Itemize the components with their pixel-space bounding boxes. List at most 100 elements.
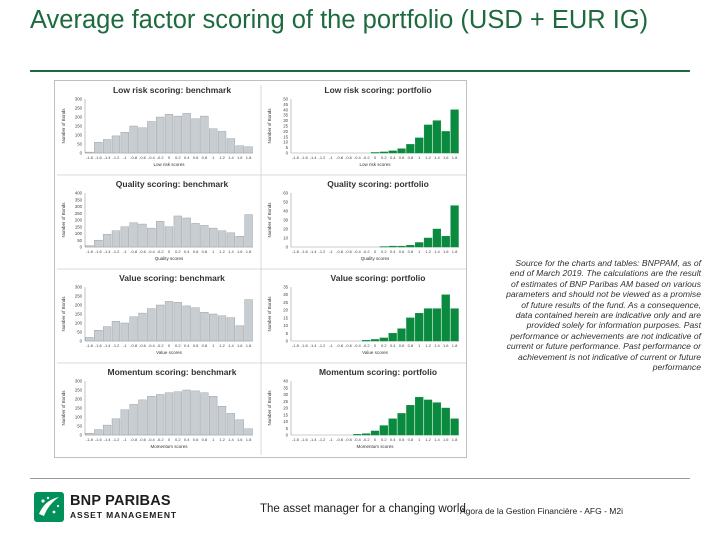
momentum-scoring-portfolio-xtick-label: -1.8 bbox=[292, 437, 300, 442]
momentum-scoring-portfolio-bar bbox=[415, 397, 424, 436]
momentum-scoring-benchmark-xtick-label: -1.6 bbox=[95, 437, 103, 442]
low-risk-scoring-portfolio-bar bbox=[406, 144, 415, 154]
low-risk-scoring-portfolio-xtick-label: 1.2 bbox=[425, 155, 431, 160]
low-risk-scoring-portfolio-bar bbox=[370, 152, 380, 154]
momentum-scoring-benchmark-xtick-label: 0 bbox=[168, 437, 171, 442]
value-scoring-benchmark-bar bbox=[147, 308, 156, 342]
low-risk-scoring-portfolio-xtick-label: 1 bbox=[418, 155, 421, 160]
low-risk-scoring-portfolio-xlabel: Low risk scores bbox=[359, 162, 391, 167]
low-risk-scoring-portfolio-ylabel: Number of Bonds bbox=[267, 108, 272, 144]
quality-scoring-benchmark-xlabel: Quality scores bbox=[155, 256, 184, 261]
quality-scoring-benchmark-bar bbox=[235, 235, 244, 248]
low-risk-scoring-portfolio-xtick-label: 1.6 bbox=[443, 155, 449, 160]
value-scoring-benchmark-bar bbox=[138, 312, 147, 342]
low-risk-scoring-portfolio-bar bbox=[415, 137, 424, 154]
quality-scoring-benchmark-ylabel: Number of Bonds bbox=[61, 202, 66, 238]
quality-scoring-portfolio-xlabel: Quality scores bbox=[361, 256, 390, 261]
momentum-scoring-benchmark-xtick-label: -0.4 bbox=[148, 437, 156, 442]
momentum-scoring-portfolio-bar bbox=[397, 413, 406, 436]
low-risk-scoring-benchmark-title: Low risk scoring: benchmark bbox=[113, 85, 231, 95]
low-risk-scoring-portfolio-ytick-label: 0 bbox=[286, 151, 289, 156]
momentum-scoring-portfolio-bar bbox=[388, 418, 397, 436]
low-risk-scoring-benchmark-bar bbox=[244, 146, 253, 154]
momentum-scoring-portfolio-ytick-label: 30 bbox=[283, 392, 288, 397]
low-risk-scoring-benchmark-bar bbox=[138, 127, 147, 154]
value-scoring-portfolio-ytick-label: 30 bbox=[283, 292, 288, 297]
value-scoring-portfolio-bar bbox=[370, 339, 380, 342]
momentum-scoring-portfolio-xtick-label: 0.2 bbox=[381, 437, 387, 442]
quality-scoring-benchmark-ytick-label: 200 bbox=[75, 218, 83, 223]
value-scoring-benchmark-ytick-label: 250 bbox=[75, 294, 83, 299]
quality-scoring-portfolio-bar bbox=[432, 228, 442, 248]
value-scoring-benchmark-ylabel: Number of Bonds bbox=[61, 296, 66, 332]
value-scoring-benchmark-bar bbox=[120, 322, 129, 342]
value-scoring-portfolio-ytick-label: 0 bbox=[286, 339, 289, 344]
low-risk-scoring-portfolio-xtick-label: -0.6 bbox=[345, 155, 353, 160]
value-scoring-portfolio-xtick-label: 0.8 bbox=[408, 343, 414, 348]
momentum-scoring-portfolio-xtick-label: 0.8 bbox=[408, 437, 414, 442]
quality-scoring-benchmark-xtick-label: 0.8 bbox=[202, 249, 208, 254]
low-risk-scoring-benchmark-ytick-label: 0 bbox=[80, 151, 83, 156]
value-scoring-benchmark-xtick-label: 1 bbox=[212, 343, 215, 348]
quality-scoring-portfolio-xtick-label: 1.8 bbox=[452, 249, 458, 254]
momentum-scoring-benchmark-bar bbox=[120, 409, 129, 436]
value-scoring-portfolio-xtick-label: -1.8 bbox=[292, 343, 300, 348]
value-scoring-portfolio-ylabel: Number of Bonds bbox=[267, 296, 272, 332]
value-scoring-portfolio-bar bbox=[406, 317, 415, 342]
momentum-scoring-portfolio-xtick-label: 0.4 bbox=[390, 437, 396, 442]
low-risk-scoring-benchmark-ytick-label: 100 bbox=[75, 133, 83, 138]
quality-scoring-portfolio-xtick-label: 0.6 bbox=[399, 249, 405, 254]
quality-scoring-benchmark-ytick-label: 0 bbox=[80, 245, 83, 250]
momentum-scoring-portfolio-xtick-label: -1 bbox=[329, 437, 333, 442]
value-scoring-benchmark-bar bbox=[164, 301, 174, 342]
value-scoring-benchmark-ytick-label: 300 bbox=[75, 285, 83, 290]
value-scoring-benchmark-xtick-label: -0.2 bbox=[157, 343, 165, 348]
value-scoring-portfolio-xtick-label: -1.4 bbox=[310, 343, 318, 348]
momentum-scoring-benchmark-ytick-label: 100 bbox=[75, 415, 83, 420]
quality-scoring-portfolio-ytick-label: 40 bbox=[283, 209, 288, 214]
footer-reference: Agora de la Gestion Financière - AFG - M… bbox=[460, 506, 623, 516]
value-scoring-portfolio-xlabel: Value scores bbox=[362, 350, 388, 355]
low-risk-scoring-portfolio-ytick-label: 10 bbox=[283, 140, 288, 145]
low-risk-scoring-benchmark-bar bbox=[217, 131, 227, 154]
low-risk-scoring-portfolio-title: Low risk scoring: portfolio bbox=[324, 85, 431, 95]
value-scoring-portfolio-xtick-label: 1.4 bbox=[434, 343, 440, 348]
momentum-scoring-portfolio-ytick-label: 35 bbox=[283, 385, 288, 390]
quality-scoring-portfolio-ytick-label: 60 bbox=[283, 191, 288, 196]
quality-scoring-portfolio-bar bbox=[423, 237, 433, 248]
value-scoring-benchmark-xtick-label: 0.6 bbox=[193, 343, 199, 348]
low-risk-scoring-benchmark-xtick-label: 1.6 bbox=[237, 155, 243, 160]
quality-scoring-benchmark-title: Quality scoring: benchmark bbox=[116, 179, 229, 189]
value-scoring-portfolio-xtick-label: -0.4 bbox=[354, 343, 362, 348]
value-scoring-portfolio-xtick-label: 1.6 bbox=[443, 343, 449, 348]
low-risk-scoring-portfolio-xtick-label: -0.4 bbox=[354, 155, 362, 160]
low-risk-scoring-benchmark-xtick-label: 0.4 bbox=[184, 155, 190, 160]
low-risk-scoring-benchmark-xtick-label: 1 bbox=[212, 155, 215, 160]
value-scoring-benchmark-xtick-label: -0.8 bbox=[130, 343, 138, 348]
low-risk-scoring-benchmark-ytick-label: 150 bbox=[75, 124, 83, 129]
momentum-scoring-benchmark-xtick-label: 0.4 bbox=[184, 437, 190, 442]
value-scoring-benchmark-xtick-label: 1.8 bbox=[246, 343, 252, 348]
value-scoring-portfolio-xtick-label: -1.2 bbox=[318, 343, 326, 348]
bnp-stars-icon bbox=[34, 492, 64, 522]
low-risk-scoring-portfolio-xtick-label: 0.2 bbox=[381, 155, 387, 160]
quality-scoring-benchmark-xtick-label: -0.8 bbox=[130, 249, 138, 254]
momentum-scoring-portfolio-bar bbox=[362, 433, 371, 436]
momentum-scoring-benchmark-bar bbox=[147, 396, 156, 436]
momentum-scoring-portfolio-bar bbox=[406, 405, 415, 436]
momentum-scoring-portfolio-xlabel: Momentum scores bbox=[356, 444, 394, 449]
quality-scoring-portfolio-bar bbox=[397, 245, 406, 248]
momentum-scoring-benchmark-xtick-label: -0.2 bbox=[157, 437, 165, 442]
quality-scoring-portfolio-bar bbox=[415, 242, 424, 248]
low-risk-scoring-portfolio-bar bbox=[441, 131, 450, 154]
quality-scoring-benchmark-xtick-label: -0.2 bbox=[157, 249, 165, 254]
value-scoring-benchmark-ytick-label: 0 bbox=[80, 339, 83, 344]
value-scoring-benchmark-ytick-label: 150 bbox=[75, 312, 83, 317]
momentum-scoring-benchmark-xtick-label: 0.2 bbox=[175, 437, 181, 442]
quality-scoring-benchmark-bar bbox=[120, 226, 129, 248]
value-scoring-benchmark-xtick-label: 1.6 bbox=[237, 343, 243, 348]
value-scoring-portfolio-title: Value scoring: portfolio bbox=[331, 273, 426, 283]
low-risk-scoring-portfolio-ytick-label: 30 bbox=[283, 118, 288, 123]
momentum-scoring-benchmark-bar bbox=[164, 392, 174, 436]
low-risk-scoring-benchmark-bar bbox=[156, 116, 165, 154]
